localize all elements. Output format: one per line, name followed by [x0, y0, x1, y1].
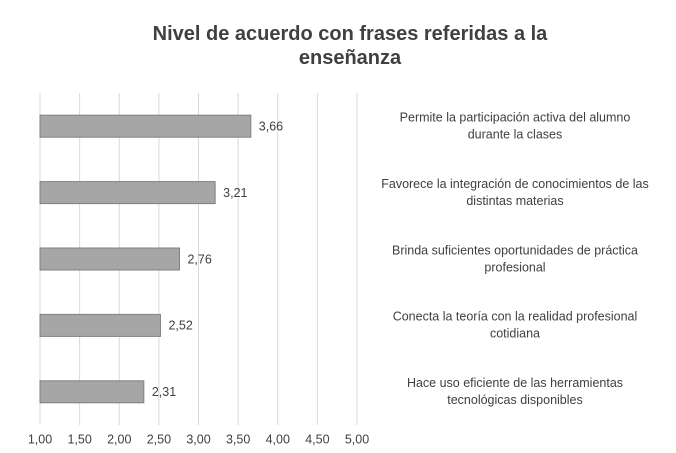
category-label: Brinda suficientes oportunidades de prác… [392, 243, 638, 257]
category-label: Hace uso eficiente de las herramientas [407, 376, 623, 390]
category-label: Permite la participación activa del alum… [400, 110, 631, 124]
x-tick-label: 1,00 [28, 432, 52, 446]
category-label: cotidiana [490, 327, 540, 341]
category-label: Favorece la integración de conocimientos… [381, 177, 649, 191]
x-tick-label: 2,50 [147, 432, 171, 446]
category-label: Conecta la teoría con la realidad profes… [393, 310, 638, 324]
category-label: tecnológicas disponibles [447, 393, 583, 407]
chart-title: Nivel de acuerdo con frases referidas a … [152, 23, 548, 69]
category-label: profesional [484, 260, 545, 274]
bar [39, 181, 216, 205]
data-label: 3,66 [259, 119, 283, 133]
x-tick-label: 4,00 [266, 432, 290, 446]
category-label: durante la clases [468, 127, 563, 141]
data-label: 2,52 [168, 319, 192, 333]
data-label: 3,21 [223, 186, 247, 200]
x-tick-label: 3,00 [186, 432, 210, 446]
bar [39, 114, 252, 138]
category-label: distintas materias [466, 194, 563, 208]
x-tick-label: 3,50 [226, 432, 250, 446]
data-label: 2,31 [152, 385, 176, 399]
bar [39, 313, 161, 337]
data-label: 2,76 [187, 252, 211, 266]
bar [39, 247, 180, 271]
x-tick-label: 5,00 [345, 432, 369, 446]
x-tick-label: 4,50 [305, 432, 329, 446]
x-tick-label: 2,00 [107, 432, 131, 446]
bar [39, 380, 145, 404]
x-tick-label: 1,50 [67, 432, 91, 446]
